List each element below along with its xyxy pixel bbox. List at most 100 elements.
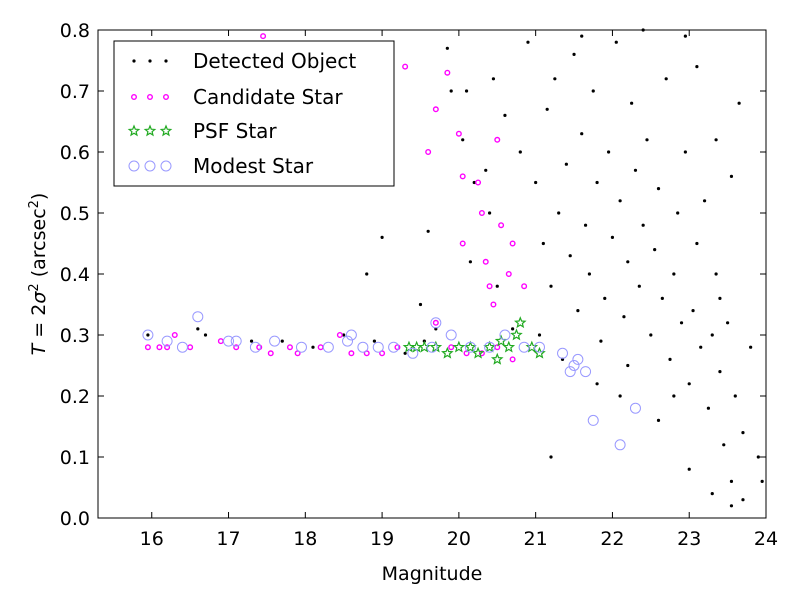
y-axis-title: T = 2σ2 (arcsec2)	[27, 193, 51, 356]
point-detected-object	[706, 406, 711, 410]
point-modest-star	[568, 360, 580, 371]
point-candidate-star	[425, 148, 432, 155]
point-modest-star	[269, 335, 281, 347]
point-detected-object	[549, 455, 553, 459]
point-detected-object	[749, 345, 753, 349]
point-detected-object	[656, 418, 661, 422]
x-tick-label: 18	[293, 528, 317, 550]
y-tick-label: 0.1	[60, 447, 90, 469]
point-modest-star	[161, 335, 173, 347]
point-detected-object	[760, 479, 764, 483]
point-modest-star	[357, 341, 369, 353]
point-detected-object	[426, 229, 430, 233]
point-detected-object	[491, 77, 496, 81]
point-modest-star	[295, 341, 307, 353]
point-detected-object	[449, 89, 453, 93]
point-detected-object	[683, 150, 687, 154]
legend-label-detected-object: Detected Object	[193, 49, 356, 73]
point-detected-object	[146, 333, 150, 337]
point-psf-star	[494, 334, 508, 347]
point-detected-object	[591, 89, 595, 93]
point-modest-star	[445, 329, 457, 341]
point-candidate-star	[505, 271, 512, 278]
point-modest-star	[499, 329, 511, 341]
point-detected-object	[203, 333, 208, 337]
point-detected-object	[610, 235, 615, 239]
point-detected-object	[468, 260, 472, 264]
point-detected-object	[702, 199, 707, 203]
point-detected-object	[741, 431, 745, 435]
point-detected-object	[729, 174, 734, 178]
point-detected-object	[564, 162, 568, 166]
legend: Detected Object Candidate Star PSF Star …	[113, 40, 395, 187]
point-psf-star	[429, 340, 443, 353]
point-detected-object	[668, 357, 672, 361]
point-detected-object	[718, 296, 722, 300]
point-detected-object	[626, 363, 630, 368]
point-detected-object	[372, 339, 377, 343]
point-detected-object	[595, 180, 599, 185]
point-candidate-star	[486, 283, 493, 290]
point-candidate-star	[317, 344, 324, 351]
point-detected-object	[664, 77, 668, 81]
data-points	[142, 28, 764, 508]
point-detected-object	[606, 150, 611, 154]
series-modest-star	[142, 311, 641, 451]
point-modest-star	[564, 366, 576, 378]
point-modest-star	[322, 341, 334, 353]
point-detected-object	[714, 138, 718, 142]
point-detected-object	[503, 113, 507, 117]
point-psf-star	[452, 340, 466, 353]
point-detected-object	[756, 455, 760, 459]
point-modest-star	[345, 329, 357, 341]
point-detected-object	[672, 272, 676, 276]
point-modest-star	[557, 347, 569, 359]
point-detected-object	[710, 492, 714, 496]
point-modest-star	[388, 341, 400, 353]
point-candidate-star	[233, 344, 240, 351]
point-psf-star	[483, 340, 496, 353]
point-detected-object	[637, 284, 641, 288]
point-candidate-star	[164, 344, 171, 351]
point-detected-object	[649, 333, 653, 337]
point-psf-star	[533, 346, 546, 359]
point-detected-object	[280, 339, 284, 343]
point-detected-object	[568, 254, 572, 258]
point-candidate-star	[494, 344, 501, 351]
point-detected-object	[580, 34, 584, 38]
point-detected-object	[729, 479, 734, 483]
point-candidate-star	[509, 356, 516, 363]
point-detected-object	[445, 46, 449, 50]
legend-marker-modest-star	[144, 160, 156, 172]
point-candidate-star	[286, 344, 293, 351]
legend-marker-candidate-star	[162, 93, 169, 100]
y-tick-label: 0.7	[60, 81, 90, 103]
point-detected-object	[342, 333, 346, 337]
point-candidate-star	[498, 222, 505, 229]
point-detected-object	[557, 211, 561, 215]
point-modest-star	[192, 311, 204, 323]
point-candidate-star	[432, 106, 439, 113]
point-candidate-star	[482, 258, 489, 265]
y-tick-label: 0.5	[60, 203, 90, 225]
point-candidate-star	[267, 350, 274, 357]
legend-marker-candidate-star	[130, 93, 137, 100]
x-tick-label: 21	[524, 528, 548, 550]
point-candidate-star	[521, 283, 528, 290]
y-tick-label: 0.8	[60, 20, 90, 42]
series-candidate-star	[144, 33, 528, 363]
point-detected-object	[549, 284, 553, 288]
point-psf-star	[464, 340, 477, 353]
point-detected-object	[380, 235, 384, 239]
point-detected-object	[630, 101, 634, 105]
axes: 16 17 18 19 20 21 22 23 24 0.0 0.1 0.2 0.3 0.4 0.5 0.6 0…	[60, 20, 778, 550]
point-detected-object	[461, 138, 465, 142]
point-detected-object	[626, 260, 630, 264]
legend-marker-detected-object	[148, 59, 152, 63]
point-detected-object	[729, 504, 734, 508]
point-modest-star	[230, 335, 242, 347]
y-tick-label: 0.3	[60, 325, 90, 347]
point-detected-object	[487, 211, 492, 215]
point-candidate-star	[478, 350, 485, 357]
